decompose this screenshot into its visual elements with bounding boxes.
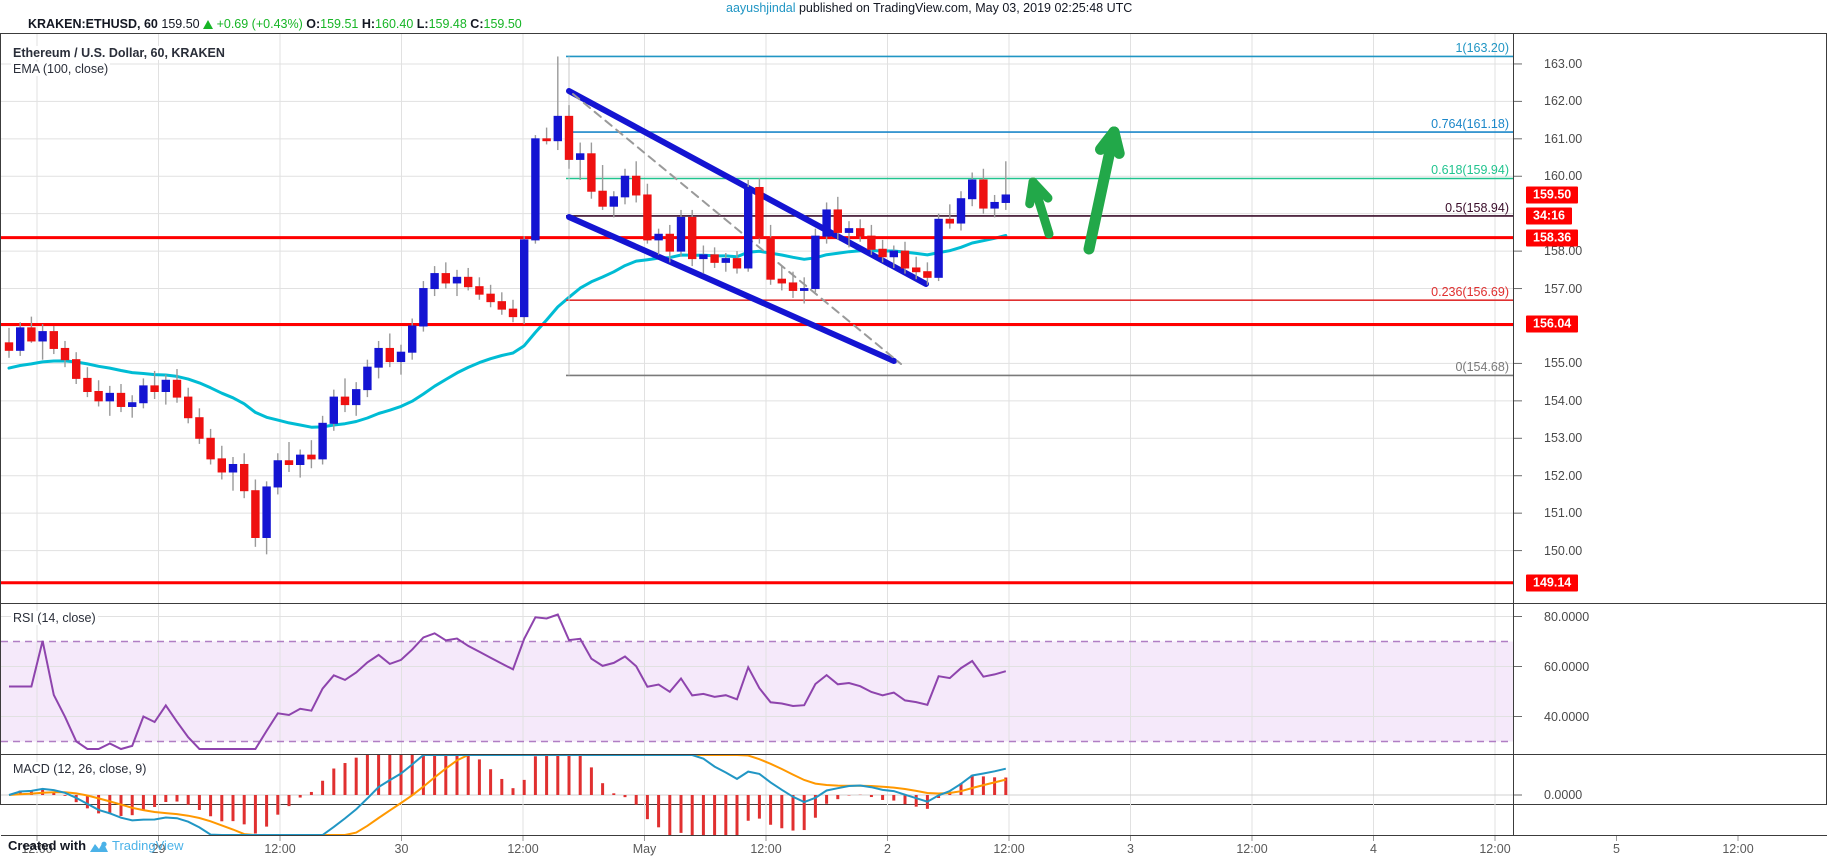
price-axis-badge[interactable]: 156.04 — [1526, 315, 1579, 333]
price-axis-tick: 152.00 — [1544, 468, 1583, 483]
price-axis-tick: 162.00 — [1544, 94, 1583, 109]
price-axis-badge[interactable]: 159.50 — [1526, 186, 1579, 204]
publish-info: aayushjindal published on TradingView.co… — [726, 1, 1132, 15]
time-axis-tick: 29 — [151, 842, 166, 856]
symbol-quote-line: KRAKEN:ETHUSD, 60 159.50 +0.69 (+0.43%) … — [28, 17, 522, 31]
symbol-label[interactable]: KRAKEN:ETHUSD, 60 — [28, 17, 158, 31]
rsi-axis-tick: 60.0000 — [1544, 659, 1590, 674]
macd-axis[interactable]: 0.0000 — [1513, 755, 1827, 835]
rsi-pane-title: RSI (14, close) — [11, 611, 98, 625]
time-axis-tick: 12:00 — [264, 842, 296, 856]
time-axis-tick: May — [632, 842, 657, 856]
rsi-axis-tick: 80.0000 — [1544, 609, 1590, 624]
macd-pane[interactable] — [1, 755, 1513, 835]
price-axis-tick: 151.00 — [1544, 506, 1583, 521]
macd-pane-title: MACD (12, 26, close, 9) — [11, 762, 149, 776]
price-axis-tick: 161.00 — [1544, 131, 1583, 146]
fib-level-label: 0.5(158.94) — [1445, 200, 1509, 215]
chart-header: aayushjindal published on TradingView.co… — [0, 0, 1828, 32]
time-axis-tick: 3 — [1127, 842, 1134, 856]
macd-pane-canvas[interactable] — [1, 755, 1513, 835]
close-label: C: — [470, 17, 484, 31]
rsi-pane[interactable] — [1, 604, 1513, 754]
pane-divider-a — [1, 603, 1827, 604]
time-axis[interactable]: 12:00 29 12:00 30 12:00 May 12:00 2 12:00 3 12:00 4… — [1, 836, 1827, 864]
price-axis-tick: 150.00 — [1544, 543, 1583, 558]
price-change: +0.69 (+0.43%) — [216, 17, 303, 31]
rsi-axis-tick: 40.0000 — [1544, 709, 1590, 724]
high-label: H: — [361, 17, 376, 31]
time-axis-tick: 12:00 — [1722, 842, 1754, 856]
price-pane[interactable]: 1(163.20) 0.764(161.18) 0.618(159.94) 0.5(1… — [1, 34, 1513, 603]
time-axis-tick: 12:00 — [993, 842, 1025, 856]
price-axis-tick: 163.00 — [1544, 56, 1583, 71]
created-with-label: Created with — [8, 838, 87, 853]
time-axis-tick: 4 — [1370, 842, 1377, 856]
time-axis-tick: 30 — [394, 842, 409, 856]
price-axis-tick: 160.00 — [1544, 169, 1583, 184]
price-axis-badge[interactable]: 158.36 — [1526, 229, 1579, 247]
time-axis-tick: 12:00 — [507, 842, 539, 856]
price-axis-tick: 155.00 — [1544, 356, 1583, 371]
triangle-up-icon — [203, 20, 214, 29]
time-axis-tick: 12:00 — [21, 842, 53, 856]
pane-divider-b — [1, 754, 1827, 755]
fib-level-label: 1(163.20) — [1455, 41, 1509, 56]
open-label: O: — [306, 17, 321, 31]
high-value: 160.40 — [375, 17, 414, 31]
macd-axis-tick: 0.0000 — [1544, 788, 1583, 802]
price-axis-badge[interactable]: 149.14 — [1526, 574, 1579, 592]
tradingview-brand[interactable]: TradingView — [112, 838, 184, 853]
author-name[interactable]: aayushjindal — [726, 1, 796, 15]
fib-level-label: 0.618(159.94) — [1431, 163, 1509, 178]
chart-frame[interactable]: 1(163.20) 0.764(161.18) 0.618(159.94) 0.5(1… — [0, 33, 1827, 856]
fib-level-label: 0.764(161.18) — [1431, 117, 1509, 132]
price-axis-tick: 158.00 — [1544, 244, 1583, 259]
rsi-axis[interactable]: 80.0000 60.0000 40.0000 — [1513, 604, 1827, 754]
time-axis-tick: 12:00 — [1236, 842, 1268, 856]
rsi-pane-canvas[interactable] — [1, 604, 1513, 754]
pane-divider-c — [1, 835, 1827, 836]
time-axis-tick: 12:00 — [1479, 842, 1511, 856]
price-pane-title: Ethereum / U.S. Dollar, 60, KRAKEN — [11, 46, 227, 60]
ema-legend: EMA (100, close) — [11, 62, 111, 76]
footer-credit: Created with TradingView — [8, 838, 184, 854]
price-axis-tick: 153.00 — [1544, 431, 1583, 446]
close-value: 159.50 — [483, 17, 522, 31]
publish-text: published on TradingView.com, May 03, 20… — [795, 1, 1133, 15]
low-label: L: — [416, 17, 429, 31]
fib-level-label: 0.236(156.69) — [1431, 285, 1509, 300]
last-price: 159.50 — [161, 17, 200, 31]
low-value: 159.48 — [428, 17, 467, 31]
price-axis-badge[interactable]: 34:16 — [1526, 207, 1572, 225]
tradingview-logo-icon — [89, 841, 109, 854]
price-axis[interactable]: 163.00 162.00 161.00 160.00 158.00 157.00 155.… — [1513, 34, 1827, 603]
open-value: 159.51 — [320, 17, 359, 31]
time-axis-tick: 5 — [1613, 842, 1620, 856]
fib-level-label: 0(154.68) — [1455, 360, 1509, 375]
time-axis-tick: 2 — [884, 842, 891, 856]
price-pane-canvas[interactable] — [1, 34, 1513, 603]
time-axis-tick: 12:00 — [750, 842, 782, 856]
price-axis-tick: 154.00 — [1544, 393, 1583, 408]
price-axis-tick: 157.00 — [1544, 281, 1583, 296]
